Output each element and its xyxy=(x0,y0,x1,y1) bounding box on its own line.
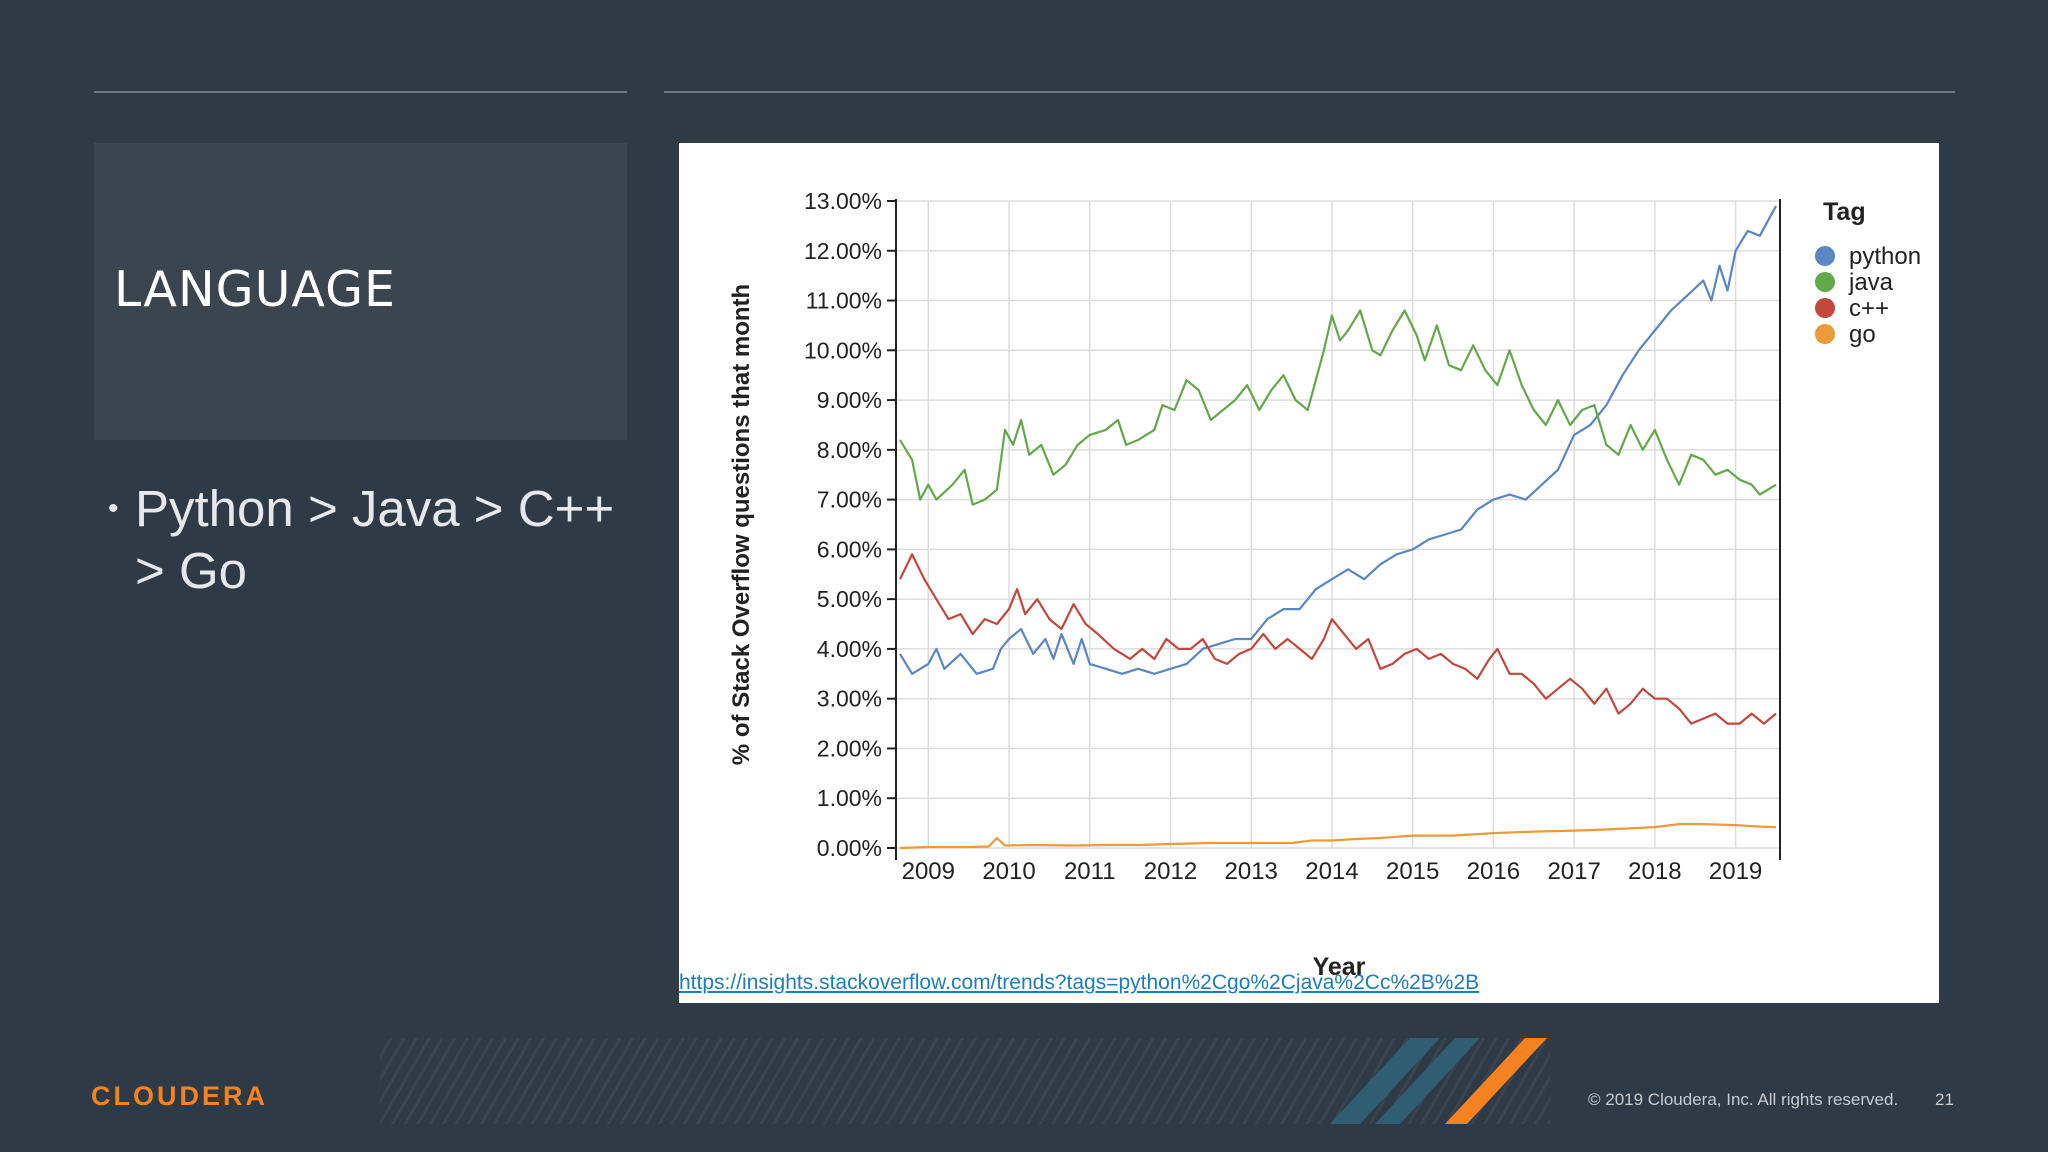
x-tick-label: 2012 xyxy=(1144,858,1197,885)
series-line-java xyxy=(899,309,1777,506)
x-tick-label: 2010 xyxy=(982,858,1035,885)
bullet-dot: • xyxy=(108,492,119,525)
x-tick-label: 2009 xyxy=(902,858,955,885)
bullet-text: Python > Java > C++ > Go xyxy=(135,480,615,599)
series-line-cpp xyxy=(899,553,1777,725)
x-tick-label: 2017 xyxy=(1547,858,1600,885)
y-tick-label: 0.00% xyxy=(817,835,882,861)
legend-label-go: go xyxy=(1849,321,1876,348)
y-tick-label: 5.00% xyxy=(817,586,882,612)
accent-stripe-teal-2 xyxy=(1375,1038,1480,1124)
x-tick-label: 2018 xyxy=(1628,858,1681,885)
legend-label-python: python xyxy=(1849,243,1921,270)
chart-panel: 0.00% 1.00% 2.00% 3.00% 4.00% 5.00% 6.00% 7.00%… xyxy=(679,143,1939,1003)
bullet-point: • Python > Java > C++ > Go xyxy=(108,478,628,602)
legend-swatch-python xyxy=(1815,246,1835,266)
accent-stripe-orange xyxy=(1445,1038,1547,1124)
x-tick-label: 2015 xyxy=(1386,858,1439,885)
y-tick-label: 6.00% xyxy=(817,536,882,562)
line-chart: 0.00% 1.00% 2.00% 3.00% 4.00% 5.00% 6.00% 7.00%… xyxy=(728,188,1921,981)
x-tick-label: 2016 xyxy=(1467,858,1520,885)
y-axis-title: % of Stack Overflow questions that month xyxy=(728,284,755,765)
series-line-go xyxy=(899,823,1777,850)
accent-stripe-teal-1 xyxy=(1330,1038,1440,1124)
legend-label-cpp: c++ xyxy=(1849,295,1889,322)
legend-swatch-java xyxy=(1815,272,1835,292)
series-line-python xyxy=(899,205,1777,675)
decorative-accent xyxy=(1330,1038,1547,1124)
y-tick-label: 11.00% xyxy=(806,288,882,314)
header-rule-left xyxy=(94,91,627,93)
page-number: 21 xyxy=(1935,1090,1954,1109)
copyright-text: © 2019 Cloudera, Inc. All rights reserve… xyxy=(1588,1090,1899,1109)
y-tick-label: 1.00% xyxy=(817,785,882,811)
x-tick-label: 2011 xyxy=(1064,858,1116,885)
legend-title: Tag xyxy=(1823,198,1866,226)
x-tick-label: 2013 xyxy=(1225,858,1278,885)
slide-title: LANGUAGE xyxy=(114,261,397,318)
y-tick-label: 7.00% xyxy=(817,487,882,513)
title-box: LANGUAGE xyxy=(94,143,627,440)
legend-label-java: java xyxy=(1848,269,1894,296)
y-tick-label: 8.00% xyxy=(817,437,882,463)
y-tick-label: 9.00% xyxy=(817,387,882,413)
legend-swatch-cpp xyxy=(1815,298,1835,318)
y-tick-label: 10.00% xyxy=(804,337,882,363)
x-tick-label: 2019 xyxy=(1709,858,1762,885)
header-rule-right xyxy=(664,91,1955,93)
y-tick-label: 3.00% xyxy=(817,686,882,712)
cloudera-logo: CLOUDERA xyxy=(91,1081,268,1111)
y-tick-label: 4.00% xyxy=(817,636,882,662)
y-tick-label: 2.00% xyxy=(817,735,882,761)
x-tick-label: 2014 xyxy=(1305,858,1358,885)
y-tick-label: 12.00% xyxy=(804,238,882,264)
x-axis-title: Year xyxy=(1313,953,1366,981)
legend-swatch-go xyxy=(1815,324,1835,344)
source-link[interactable]: https://insights.stackoverflow.com/trend… xyxy=(679,971,1480,994)
y-tick-label: 13.00% xyxy=(804,188,882,214)
